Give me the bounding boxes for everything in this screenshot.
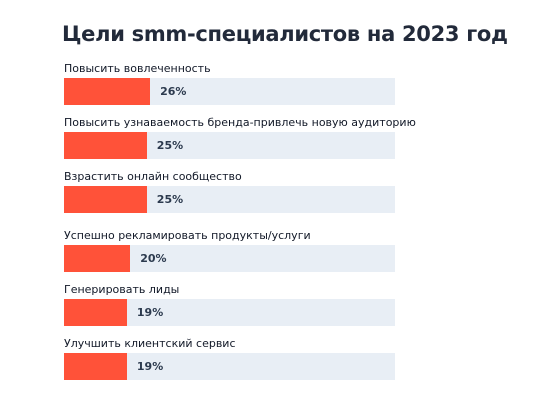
bar — [64, 299, 127, 326]
bar — [64, 353, 127, 380]
bar-track: 26% — [64, 78, 395, 105]
value-label: 19% — [136, 306, 164, 319]
category-label: Генерировать лиды — [64, 283, 180, 296]
bar — [64, 245, 131, 272]
bar-track: 19% — [64, 353, 395, 380]
bar — [64, 186, 147, 213]
category-label: Повысить узнаваемость бренда-привлечь но… — [64, 116, 416, 129]
category-label: Повысить вовлеченность — [64, 62, 211, 75]
bar — [64, 78, 151, 105]
value-label: 25% — [156, 193, 184, 206]
category-label: Улучшить клиентский сервис — [64, 337, 236, 350]
value-label: 19% — [136, 360, 164, 373]
bar — [64, 132, 147, 159]
value-label: 25% — [156, 139, 184, 152]
bar-track: 20% — [64, 245, 395, 272]
bar-track: 25% — [64, 132, 395, 159]
bar-track: 25% — [64, 186, 395, 213]
bar-track: 19% — [64, 299, 395, 326]
value-label: 26% — [160, 85, 187, 98]
category-label: Успешно рекламировать продукты/услуги — [64, 229, 311, 242]
chart-title: Цели smm-специалистов на 2023 год — [62, 22, 508, 46]
value-label: 20% — [140, 252, 167, 265]
category-label: Взрастить онлайн сообщество — [64, 170, 242, 183]
